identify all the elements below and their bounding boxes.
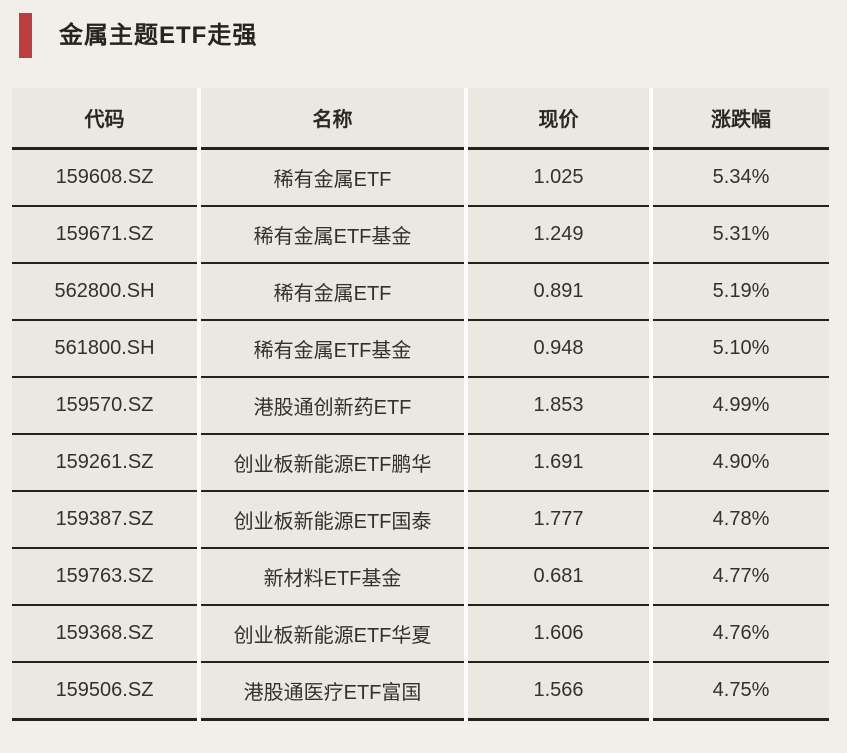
- table-row: 562800.SH 稀有金属ETF 0.891 5.19%: [12, 264, 829, 321]
- etf-table: 代码 名称 现价 涨跌幅 159608.SZ 稀有金属ETF 1.025 5.34% 1…: [12, 88, 829, 721]
- cell-price: 1.249: [468, 207, 649, 264]
- table-row: 159261.SZ 创业板新能源ETF鹏华 1.691 4.90%: [12, 435, 829, 492]
- cell-change: 4.78%: [653, 492, 829, 549]
- section-header: 金属主题ETF走强: [19, 0, 847, 58]
- cell-name: 创业板新能源ETF国泰: [201, 492, 464, 549]
- cell-price: 1.853: [468, 378, 649, 435]
- cell-change: 5.31%: [653, 207, 829, 264]
- cell-change: 5.34%: [653, 150, 829, 207]
- cell-code: 159763.SZ: [12, 549, 197, 606]
- table-row: 159763.SZ 新材料ETF基金 0.681 4.77%: [12, 549, 829, 606]
- cell-name: 创业板新能源ETF华夏: [201, 606, 464, 663]
- cell-name: 创业板新能源ETF鹏华: [201, 435, 464, 492]
- cell-code: 562800.SH: [12, 264, 197, 321]
- cell-code: 159387.SZ: [12, 492, 197, 549]
- cell-price: 1.566: [468, 663, 649, 721]
- column-header-name: 名称: [201, 88, 464, 150]
- column-header-change: 涨跌幅: [653, 88, 829, 150]
- table-body: 159608.SZ 稀有金属ETF 1.025 5.34% 159671.SZ 稀有金属E…: [12, 150, 829, 721]
- cell-change: 5.19%: [653, 264, 829, 321]
- table-row: 561800.SH 稀有金属ETF基金 0.948 5.10%: [12, 321, 829, 378]
- cell-code: 159570.SZ: [12, 378, 197, 435]
- cell-price: 1.777: [468, 492, 649, 549]
- table-row: 159608.SZ 稀有金属ETF 1.025 5.34%: [12, 150, 829, 207]
- cell-change: 4.76%: [653, 606, 829, 663]
- cell-code: 159261.SZ: [12, 435, 197, 492]
- cell-code: 159671.SZ: [12, 207, 197, 264]
- cell-price: 0.891: [468, 264, 649, 321]
- cell-name: 新材料ETF基金: [201, 549, 464, 606]
- cell-change: 5.10%: [653, 321, 829, 378]
- cell-change: 4.77%: [653, 549, 829, 606]
- table-row: 159671.SZ 稀有金属ETF基金 1.249 5.31%: [12, 207, 829, 264]
- cell-price: 1.606: [468, 606, 649, 663]
- cell-change: 4.90%: [653, 435, 829, 492]
- table-row: 159570.SZ 港股通创新药ETF 1.853 4.99%: [12, 378, 829, 435]
- column-header-code: 代码: [12, 88, 197, 150]
- cell-price: 0.948: [468, 321, 649, 378]
- table-row: 159368.SZ 创业板新能源ETF华夏 1.606 4.76%: [12, 606, 829, 663]
- cell-price: 1.025: [468, 150, 649, 207]
- cell-price: 1.691: [468, 435, 649, 492]
- cell-name: 稀有金属ETF基金: [201, 321, 464, 378]
- section-title: 金属主题ETF走强: [59, 22, 258, 49]
- column-header-price: 现价: [468, 88, 649, 150]
- cell-name: 稀有金属ETF基金: [201, 207, 464, 264]
- cell-code: 159608.SZ: [12, 150, 197, 207]
- table-row: 159387.SZ 创业板新能源ETF国泰 1.777 4.78%: [12, 492, 829, 549]
- table-header-row: 代码 名称 现价 涨跌幅: [12, 88, 829, 150]
- cell-name: 稀有金属ETF: [201, 264, 464, 321]
- cell-price: 0.681: [468, 549, 649, 606]
- title-accent-bar: [19, 13, 32, 58]
- cell-name: 港股通创新药ETF: [201, 378, 464, 435]
- cell-name: 稀有金属ETF: [201, 150, 464, 207]
- cell-change: 4.99%: [653, 378, 829, 435]
- cell-code: 561800.SH: [12, 321, 197, 378]
- table-row: 159506.SZ 港股通医疗ETF富国 1.566 4.75%: [12, 663, 829, 721]
- cell-code: 159368.SZ: [12, 606, 197, 663]
- cell-name: 港股通医疗ETF富国: [201, 663, 464, 721]
- cell-code: 159506.SZ: [12, 663, 197, 721]
- cell-change: 4.75%: [653, 663, 829, 721]
